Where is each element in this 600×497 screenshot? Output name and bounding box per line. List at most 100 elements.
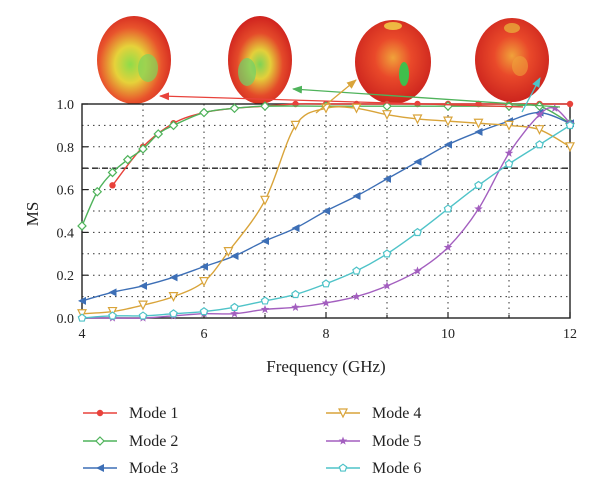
series-1 [109, 100, 574, 189]
data-point [413, 266, 422, 275]
data-point [383, 174, 391, 183]
data-point [230, 302, 239, 311]
data-point [291, 302, 300, 311]
data-point [565, 142, 575, 153]
x-tick-label: 8 [323, 327, 330, 342]
y-tick-label: 0.2 [57, 269, 75, 284]
data-point [108, 311, 117, 320]
legend-swatch-marker [95, 436, 105, 446]
legend-label: Mode 3 [129, 460, 178, 477]
pattern-image-mode-4 [355, 20, 431, 104]
arrow-mode-4 [315, 79, 357, 114]
data-point [413, 157, 422, 166]
legend-item-3: Mode 3 [83, 460, 178, 477]
x-axis-ticks: 4 6 8 10 12 [79, 312, 577, 342]
data-point [412, 114, 423, 125]
legend-swatch-marker [96, 464, 104, 472]
y-tick-label: 1.0 [57, 98, 75, 113]
x-tick-label: 6 [201, 327, 208, 342]
legend-swatch-marker [338, 436, 348, 445]
data-point [382, 110, 392, 121]
pattern-image-mode-2 [228, 16, 292, 104]
y-tick-label: 0.0 [57, 312, 75, 327]
pattern-arrows [159, 77, 561, 114]
data-point [322, 207, 330, 215]
data-point [199, 107, 209, 118]
data-point [77, 313, 87, 322]
y-axis-ticks: 0.0 0.2 0.4 0.6 0.8 1.0 [57, 98, 88, 327]
data-point [474, 204, 483, 213]
data-point [565, 120, 575, 130]
data-point [108, 288, 117, 297]
data-point [566, 100, 574, 108]
data-point [534, 125, 545, 136]
data-point [261, 236, 269, 245]
arrow-mode-2 [292, 85, 561, 108]
data-point [169, 273, 178, 282]
legend-item-2: Mode 2 [83, 433, 178, 450]
pattern-image-mode-5 [475, 18, 549, 102]
arrow-mode-5 [521, 77, 541, 113]
data-point [550, 103, 560, 112]
data-point [109, 182, 116, 189]
series-line [81, 111, 571, 302]
legend-swatch-marker [338, 408, 348, 419]
data-point [351, 103, 362, 114]
x-tick-label: 12 [563, 327, 577, 342]
y-axis-label: MS [23, 202, 42, 227]
x-axis-label: Frequency (GHz) [266, 357, 385, 376]
series-6 [77, 120, 575, 322]
data-point [138, 311, 148, 320]
pattern-image-mode-1 [97, 16, 171, 104]
data-point [230, 251, 239, 260]
data-point [474, 127, 483, 136]
data-point [443, 204, 453, 213]
data-point [504, 148, 514, 157]
data-point [352, 192, 361, 201]
y-tick-label: 0.4 [57, 226, 75, 241]
data-point [443, 116, 453, 127]
data-point [474, 180, 483, 189]
data-point [352, 292, 361, 301]
data-point [78, 296, 86, 305]
legend-label: Mode 2 [129, 433, 178, 450]
data-point [169, 309, 178, 318]
legend-label: Mode 4 [372, 405, 421, 422]
data-point [504, 159, 514, 168]
legend-item-1: Mode 1 [83, 405, 178, 422]
data-point [168, 292, 179, 302]
legend-swatch-marker [338, 463, 348, 472]
data-point [321, 298, 331, 307]
data-point [153, 129, 164, 139]
data-point [352, 266, 361, 275]
data-point [260, 296, 270, 305]
data-point [535, 140, 544, 149]
data-point [138, 144, 148, 154]
legend-item-6: Mode 6 [326, 460, 421, 477]
data-point [199, 307, 209, 316]
data-point [230, 309, 239, 318]
legend-label: Mode 6 [372, 460, 421, 477]
data-point [413, 227, 422, 237]
series-4 [77, 103, 575, 320]
legend: Mode 1 Mode 2 Mode 3 Mode 4 Mode 5 Mode 6 [83, 405, 421, 477]
data-point [139, 281, 147, 290]
legend-swatch-marker [96, 409, 104, 417]
x-tick-label: 4 [79, 327, 86, 342]
data-point [291, 289, 300, 299]
data-point [107, 167, 118, 178]
data-point [290, 120, 301, 131]
legend-label: Mode 5 [372, 433, 421, 450]
legend-item-5: Mode 5 [326, 433, 421, 450]
data-point [260, 101, 270, 111]
data-point [92, 186, 103, 197]
data-point [260, 195, 270, 206]
data-point [291, 224, 300, 233]
data-point [199, 277, 209, 287]
data-point [444, 140, 452, 149]
data-point [443, 242, 453, 252]
data-point [382, 281, 392, 290]
data-point [138, 300, 148, 311]
data-point [229, 103, 240, 114]
